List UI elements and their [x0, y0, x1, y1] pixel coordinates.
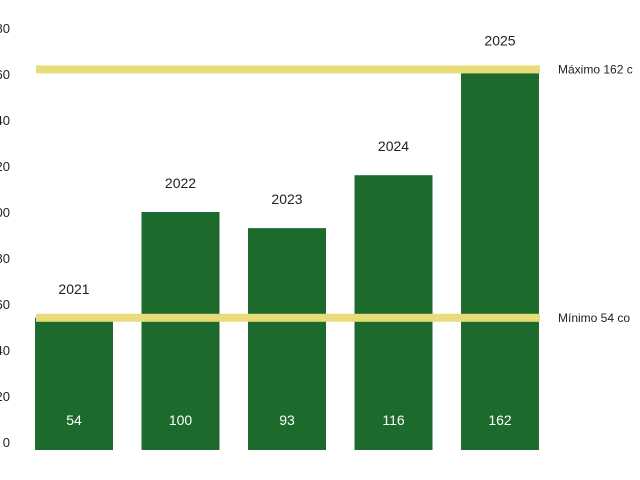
reference-labels: Máximo 162 c Mínimo 54 co: [558, 62, 633, 324]
bar-2025: [461, 69, 539, 451]
category-label: 2024: [378, 138, 409, 154]
y-tick-label: 140: [0, 113, 10, 128]
y-tick-label: 180: [0, 21, 10, 36]
bar-2022: [141, 212, 220, 450]
reference-line-label: Máximo 162 c: [558, 62, 633, 76]
y-tick-label: 80: [0, 251, 10, 266]
bar-2021: [35, 317, 113, 450]
reference-line-label: Mínimo 54 co: [558, 311, 630, 325]
bar-2023: [248, 228, 326, 450]
reference-line: [36, 313, 540, 322]
y-tick-label: 160: [0, 67, 10, 82]
value-labels: 54 100 93 116 162: [66, 412, 512, 428]
value-label: 100: [169, 412, 193, 428]
bar-2024: [354, 175, 433, 450]
category-label: 2023: [271, 191, 302, 207]
value-label: 93: [279, 412, 295, 428]
y-tick-label: 0: [3, 435, 10, 450]
y-tick-label: 100: [0, 205, 10, 220]
category-label: 2021: [58, 281, 89, 297]
category-label: 2025: [484, 32, 515, 48]
y-tick-label: 40: [0, 343, 10, 358]
reference-line: [36, 65, 540, 74]
category-labels: 2021 2022 2023 2024 2025: [58, 32, 515, 296]
value-label: 116: [382, 412, 405, 428]
bars: [35, 69, 539, 451]
value-label: 162: [488, 412, 512, 428]
value-label: 54: [66, 412, 82, 428]
y-tick-label: 120: [0, 159, 10, 174]
reference-lines: [36, 65, 540, 322]
y-axis-ticks: 0 20 40 60 80 100 120 140 160 180: [0, 21, 10, 450]
y-tick-label: 60: [0, 297, 10, 312]
category-label: 2022: [165, 175, 196, 191]
y-tick-label: 20: [0, 389, 10, 404]
